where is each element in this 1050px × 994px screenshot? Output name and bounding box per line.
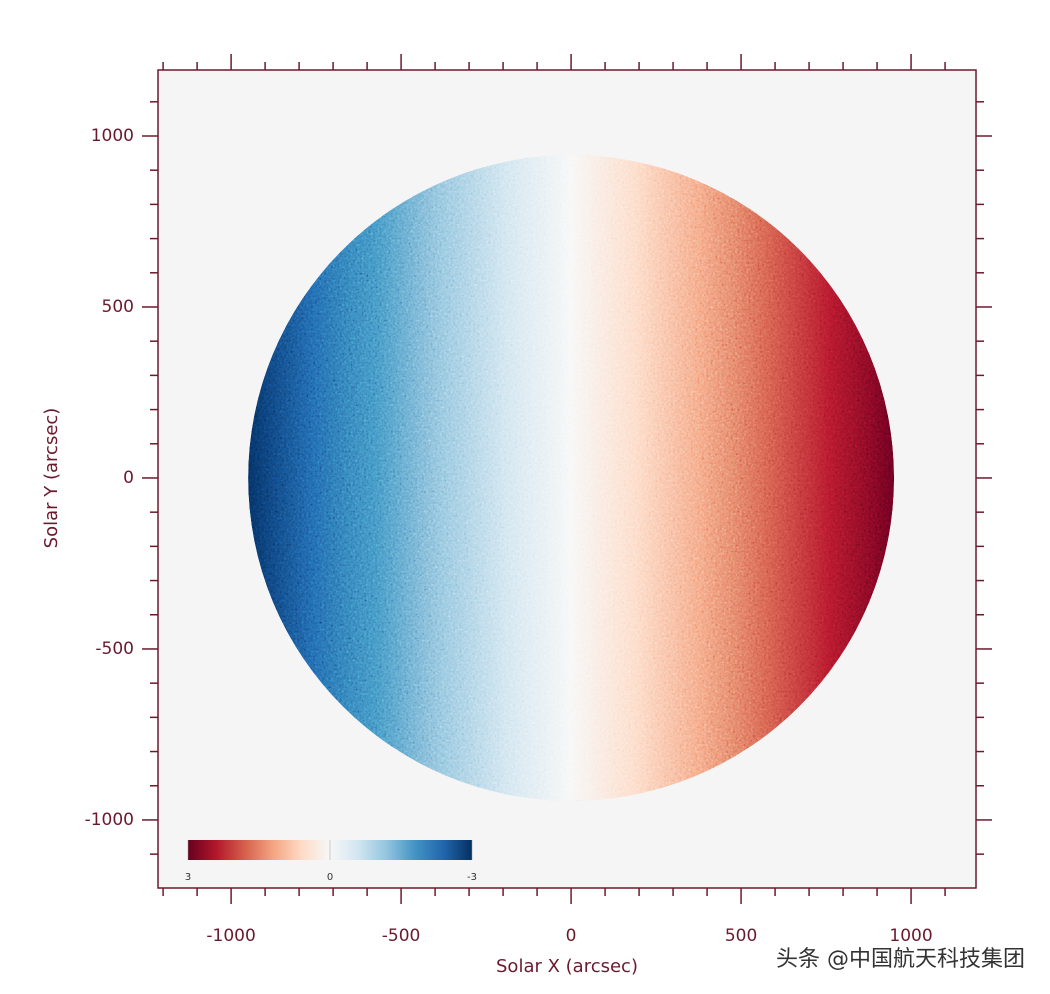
colorbar-tick-label: 0 [327,872,333,883]
x-axis-label: Solar X (arcsec) [496,956,638,977]
disk-texture [248,154,895,801]
plot-frame [157,69,977,889]
y-tick-label: 1000 [91,126,134,146]
x-tick-label: 500 [725,926,757,946]
y-tick-label: -1000 [85,810,134,830]
x-tick-label: 0 [566,926,577,946]
x-tick-label: -500 [382,926,421,946]
y-tick-label: 500 [102,297,134,317]
x-tick-label: -1000 [206,926,255,946]
colorbar-tick-label: 3 [185,872,191,883]
y-axis-label: Solar Y (arcsec) [41,408,62,549]
y-tick-label: -500 [95,639,134,659]
y-tick-label: 0 [123,468,134,488]
x-tick-label: 1000 [889,926,932,946]
watermark: 头条 @中国航天科技集团 [776,947,1025,972]
colorbar-tick-label: -3 [467,872,477,883]
solar-disk [248,154,895,801]
